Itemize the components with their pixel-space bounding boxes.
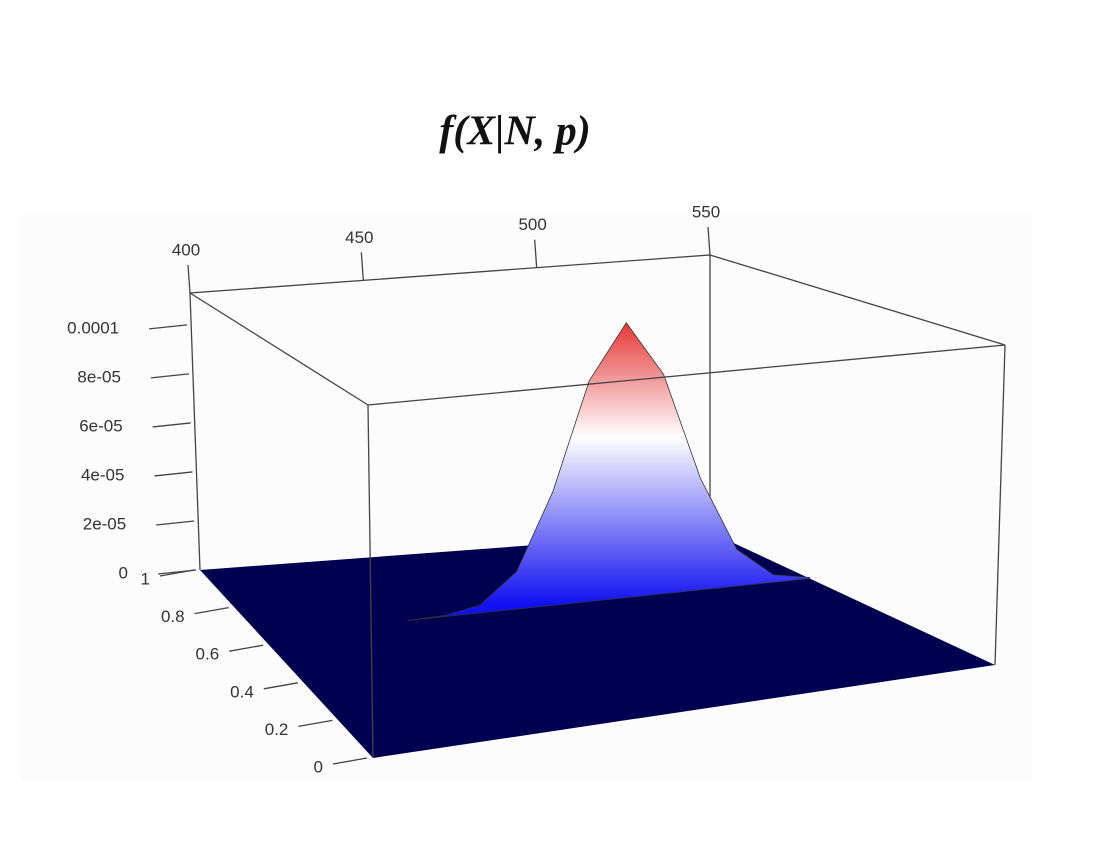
y-tick-label: 1 (141, 569, 150, 588)
box-edge (367, 344, 1006, 406)
x-tick-label: 550 (692, 202, 720, 221)
plot: 400 450 500 550 0 2e-05 4e-05 6e-05 8e-05 0.0001 0… (67, 202, 1006, 776)
box-edge (709, 254, 1006, 346)
z-tick-label: 0.0001 (67, 318, 119, 337)
y-tick (159, 569, 195, 577)
z-tick (154, 471, 193, 477)
y-tick (263, 682, 298, 690)
surface (406, 321, 811, 621)
x-tick (707, 226, 711, 256)
y-tick-label: 0.2 (265, 720, 289, 739)
x-tick-label: 500 (518, 215, 546, 234)
box-edge (189, 254, 711, 571)
y-tick (194, 606, 229, 615)
box-edge (367, 404, 374, 759)
x-tick (360, 252, 364, 281)
z-tick (150, 373, 189, 379)
z-tick-label: 2e-05 (83, 514, 126, 533)
chart-title: f(X|N, p) (439, 109, 591, 155)
x-tick-label: 450 (345, 228, 373, 247)
z-tick-label: 4e-05 (81, 465, 124, 484)
z-tick-label: 0 (119, 563, 128, 582)
x-tick-label: 400 (172, 240, 200, 259)
y-tick (332, 757, 368, 765)
x-tick (187, 264, 191, 294)
z-tick (156, 520, 195, 526)
z-tick-label: 6e-05 (79, 416, 122, 435)
box-edge (189, 292, 369, 406)
y-tick-label: 0.6 (196, 645, 220, 664)
z-tick (149, 324, 188, 330)
y-tick (298, 719, 333, 728)
z-tick (152, 422, 191, 428)
box-edge (994, 344, 1006, 666)
y-tick-label: 0.8 (161, 607, 185, 626)
y-tick-label: 0 (314, 757, 323, 776)
y-tick (229, 644, 264, 652)
z-tick-label: 8e-05 (77, 367, 120, 386)
x-tick (534, 239, 538, 268)
y-tick-label: 0.4 (230, 682, 254, 701)
base-plane (200, 532, 995, 758)
